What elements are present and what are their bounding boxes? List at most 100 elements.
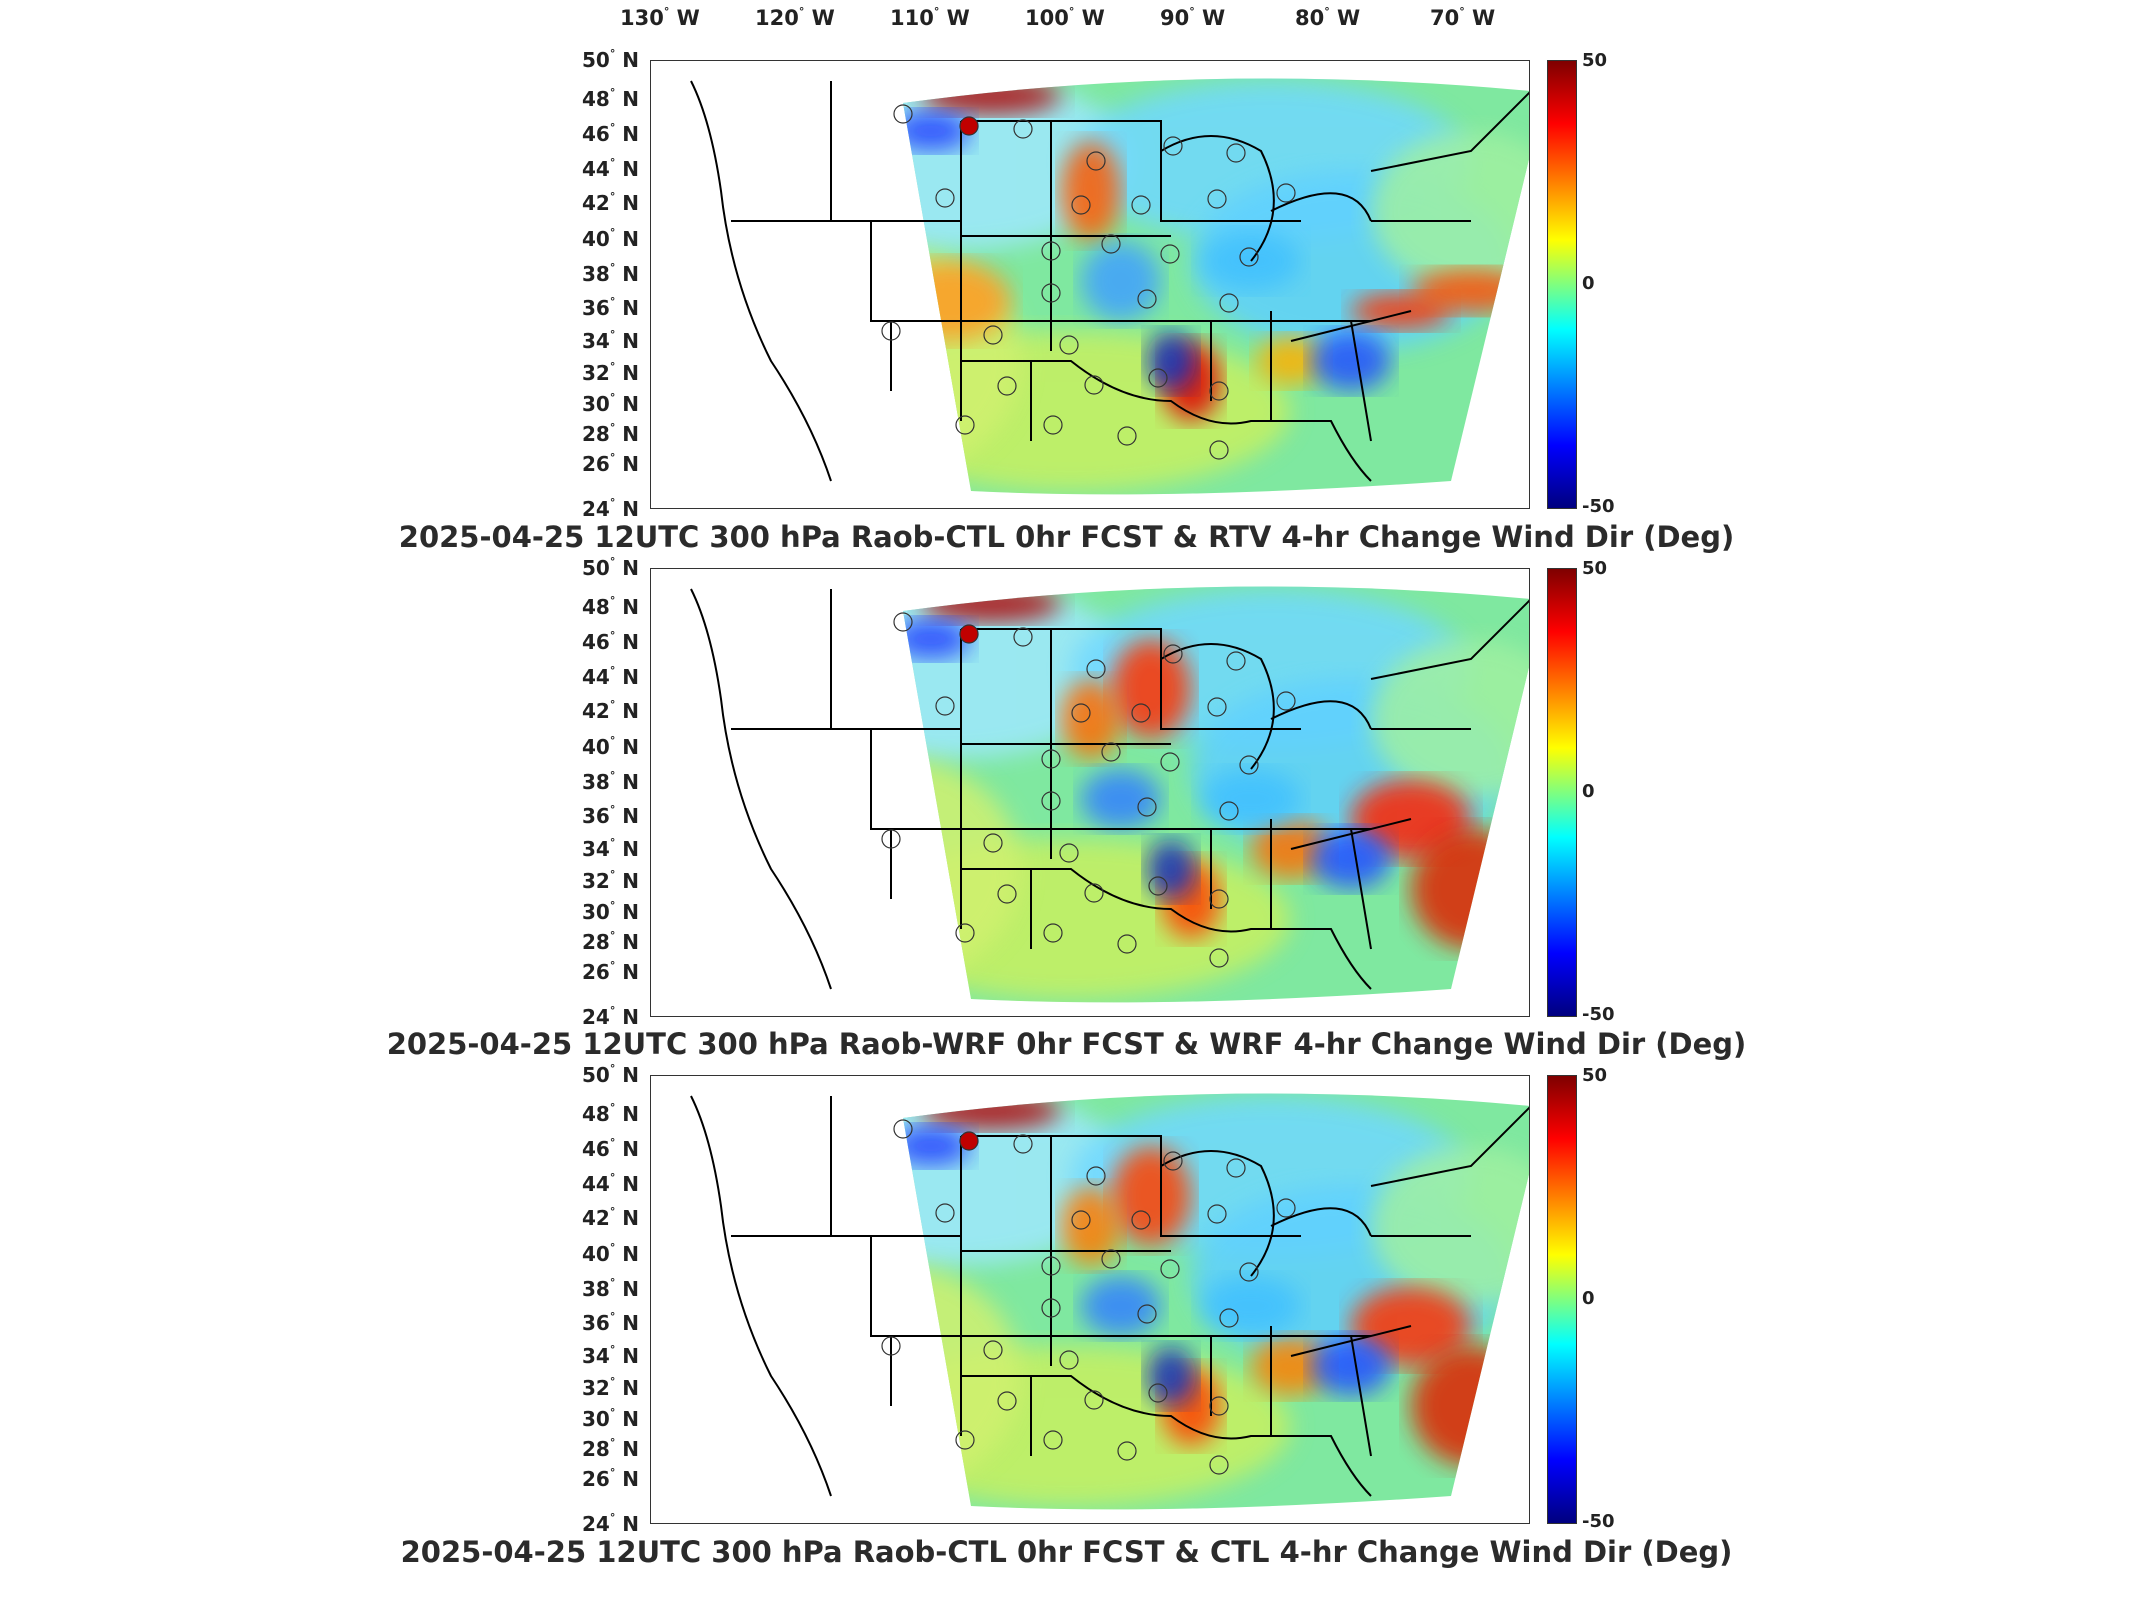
raob-station-marker [997,1391,1017,1411]
field-anomaly [1061,679,1121,759]
raob-station-marker [893,612,913,632]
panel-title: 2025-04-25 12UTC 300 hPa Raob-CTL 0hr FC… [400,1535,1733,1569]
raob-station-marker [1041,1298,1061,1318]
raob-station-marker [1209,948,1229,968]
latitude-label: 46° N [582,121,640,146]
map-plot-area [650,1075,1530,1524]
field-anomaly [1081,769,1161,829]
field-anomaly [903,1093,1131,1266]
raob-station-marker [1163,136,1183,156]
field-anomaly [903,619,971,659]
raob-station-marker [1117,934,1137,954]
latitude-label: 36° N [582,803,640,828]
raob-station-marker [1101,1249,1121,1269]
latitude-label: 48° N [582,594,640,619]
latitude-label: 48° N [582,86,640,111]
latitude-label: 42° N [582,190,640,215]
latitude-label: 50° N [582,1062,640,1087]
latitude-label: 38° N [582,769,640,794]
border-line [1160,643,1372,770]
raob-station-marker [983,1340,1003,1360]
field-anomaly [1146,1346,1196,1406]
latitude-label: 28° N [582,421,640,446]
latitude-label: 38° N [582,261,640,286]
longitude-label: 120° W [755,5,835,30]
colorbar-mid-label: 0 [1582,1288,1595,1309]
raob-station-marker [1041,791,1061,811]
border-line [961,120,1371,351]
colorbar-max-label: 50 [1582,558,1608,579]
raob-station-marker [1043,415,1063,435]
field-anomaly [903,839,1291,999]
longitude-label: 130° W [620,5,700,30]
latitude-label: 36° N [582,1310,640,1335]
longitude-label: 80° W [1295,5,1361,30]
field-anomaly [1411,1346,1529,1466]
latitude-label: 40° N [582,734,640,759]
field-anomaly [903,331,1291,491]
raob-station-marker [1059,843,1079,863]
border-line [961,628,1371,859]
raob-station-marker [959,116,979,136]
raob-station-marker [1276,183,1296,203]
colorbar [1547,1075,1577,1524]
latitude-label: 30° N [582,391,640,416]
raob-station-marker [1207,697,1227,717]
raob-station-marker [1041,749,1061,769]
longitude-label: 100° W [1025,5,1105,30]
latitude-label: 28° N [582,1436,640,1461]
raob-station-marker [1071,195,1091,215]
border-line [1290,599,1529,950]
state-borders [690,80,1529,482]
state-borders [690,1095,1529,1497]
raob-station-marker [1163,1151,1183,1171]
colorbar [1547,60,1577,509]
raob-station-marker [1131,1210,1151,1230]
raob-station-marker [1148,876,1168,896]
raob-station-marker [1137,289,1157,309]
raob-station-marker [1013,1134,1033,1154]
raob-station-marker [1160,752,1180,772]
raob-station-marker [1209,1396,1229,1416]
raob-station-marker [1131,703,1151,723]
field-anomaly [903,78,1131,251]
raob-station-marker [881,321,901,341]
raob-station-marker [1071,1210,1091,1230]
raob-station-marker [983,325,1003,345]
field-anomaly [921,586,1061,622]
raob-station-marker [1137,1304,1157,1324]
raob-stations [881,1119,1296,1475]
raob-station-marker [1239,1262,1259,1282]
raob-station-marker [1117,1441,1137,1461]
field-anomaly [903,261,1011,341]
latitude-label: 50° N [582,555,640,580]
raob-station-marker [1041,241,1061,261]
field-anomaly [1256,336,1326,386]
latitude-label: 34° N [582,836,640,861]
border-line [961,868,1372,990]
raob-station-marker [881,829,901,849]
border-line [961,360,1372,482]
latitude-label: 38° N [582,1276,640,1301]
border-line [690,588,832,990]
border-line [731,81,962,421]
raob-station-marker [1041,283,1061,303]
latitude-label: 34° N [582,1343,640,1368]
field-anomaly [903,111,971,151]
raob-station-marker [1117,426,1137,446]
raob-stations [881,612,1296,968]
raob-station-marker [893,104,913,124]
latitude-label: 32° N [582,360,640,385]
raob-station-marker [1163,644,1183,664]
colorbar-mid-label: 0 [1582,781,1595,802]
border-line [890,1326,1272,1456]
raob-station-marker [935,188,955,208]
field-anomaly [903,1346,1291,1506]
raob-station-marker [1084,1390,1104,1410]
latitude-label: 30° N [582,899,640,924]
raob-station-marker [1160,244,1180,264]
field-anomaly [1061,1186,1121,1266]
raob-station-marker [1207,189,1227,209]
field-anomaly [1111,639,1191,739]
raob-station-marker [959,1131,979,1151]
